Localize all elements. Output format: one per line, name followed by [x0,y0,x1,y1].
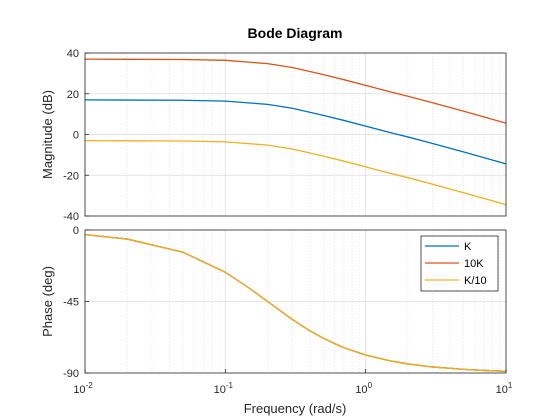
magnitude-y-tick-label: -40 [63,211,79,223]
phase-y-tick-label: 0 [73,225,79,237]
magnitude-y-tick-label: 20 [67,89,79,101]
legend-label: K [464,241,472,253]
legend-label: K/10 [464,275,487,287]
x-ticks: 10-2 10-1 100 101 [73,369,513,396]
x-axis-label: Frequency (rad/s) [244,401,347,416]
legend: K 10K K/10 [420,235,499,292]
magnitude-y-tick-label: 0 [73,130,79,142]
phase-y-tick-label: -45 [63,297,79,309]
phase-ylabel: Phase (deg) [40,266,55,337]
magnitude-series-line [84,139,507,206]
chart-title: Bode Diagram [248,25,343,41]
magnitude-series-line [84,58,507,124]
magnitude-series-line [84,99,507,165]
phase-y-ticks: 0 -45 -90 [63,225,89,380]
phase-lines [84,233,507,372]
phase-series-line [84,233,507,372]
magnitude-y-ticks: 40 20 0 -20 -40 [63,48,89,223]
legend-label: 10K [464,258,484,270]
x-tick-label: 10-1 [214,381,234,396]
magnitude-panel: 40 20 0 -20 -40 Magnitude (dB) [40,48,507,223]
magnitude-ylabel: Magnitude (dB) [40,90,55,179]
phase-y-tick-label: -90 [63,368,79,380]
magnitude-y-tick-label: -20 [63,170,79,182]
x-tick-label: 101 [496,381,513,396]
magnitude-y-tick-label: 40 [67,48,79,60]
magnitude-lines [84,58,507,206]
x-tick-label: 100 [355,381,372,396]
x-tick-label: 10-2 [73,381,93,396]
